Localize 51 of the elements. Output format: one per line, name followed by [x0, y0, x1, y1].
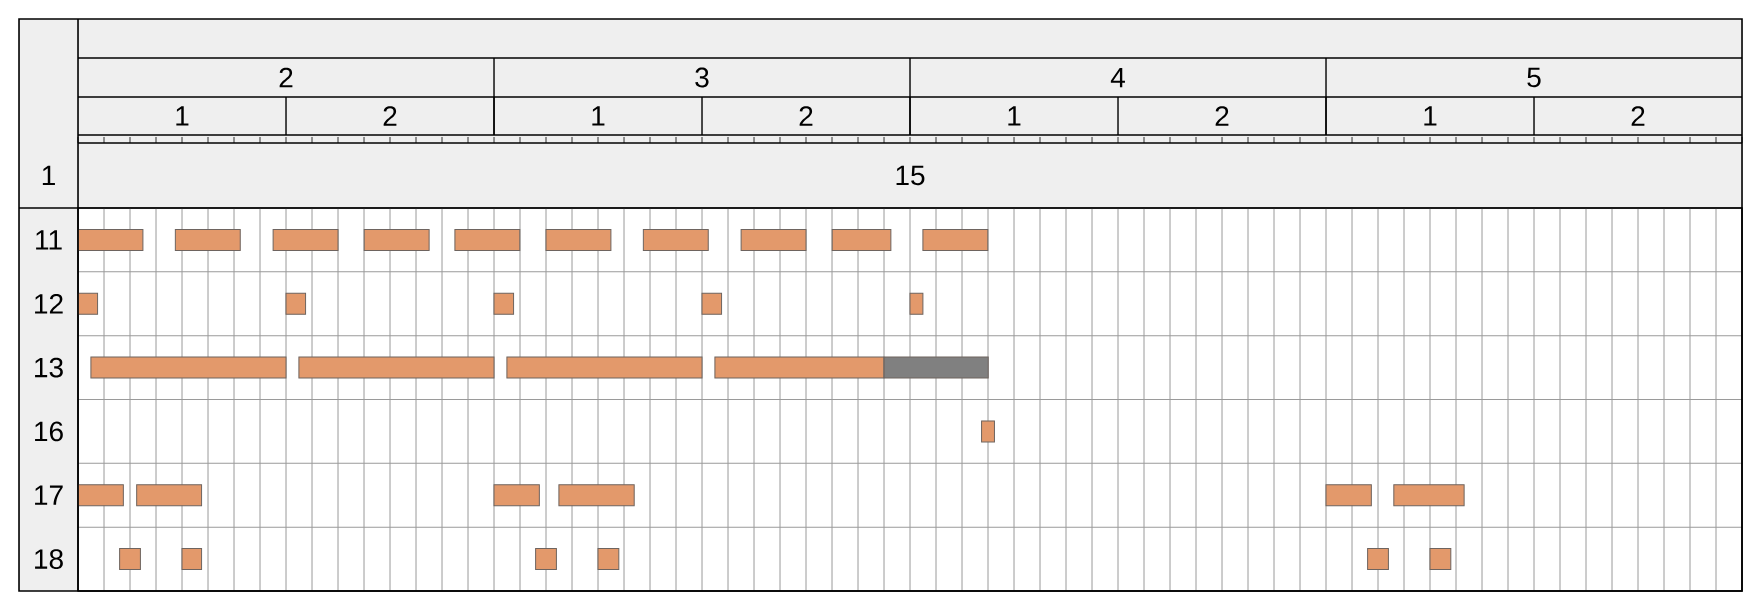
bar — [922, 228, 989, 251]
bar — [493, 292, 515, 315]
text: 1 — [1424, 106, 1437, 126]
bar — [535, 548, 557, 571]
bar — [77, 228, 144, 251]
bar — [174, 228, 241, 251]
bar — [77, 292, 99, 315]
y-tick-label: 17 — [35, 485, 63, 505]
text: 1 — [176, 106, 189, 126]
text: 2 — [1631, 106, 1645, 126]
y-tick-label: 13 — [35, 357, 63, 378]
text: 2 — [1215, 106, 1229, 126]
bar — [90, 356, 287, 379]
text: 2 — [799, 106, 813, 126]
bar — [642, 228, 709, 251]
bar — [506, 356, 703, 379]
y-tick-label: 18 — [35, 549, 63, 569]
bar — [1367, 548, 1389, 571]
bar — [181, 548, 203, 571]
y-tick-label: 12 — [35, 293, 63, 314]
y-tick-label: 16 — [35, 421, 63, 442]
bar — [298, 356, 495, 379]
bar — [119, 548, 141, 571]
text: 15 — [896, 165, 925, 186]
text: 1 — [42, 165, 55, 186]
bar — [136, 484, 203, 507]
bar — [981, 420, 995, 443]
x-tick-label: 2 — [279, 67, 293, 88]
bar — [558, 484, 635, 507]
bar — [831, 228, 892, 251]
bar — [363, 228, 430, 251]
bar — [493, 484, 540, 507]
x-tick-label: 3 — [695, 67, 709, 88]
x-tick-label: 4 — [1110, 67, 1125, 88]
bar — [1325, 484, 1372, 507]
y-tick-label: 11 — [36, 230, 62, 250]
bar — [454, 228, 521, 251]
bar — [285, 292, 307, 315]
text: 1 — [592, 106, 605, 126]
x-tick-label: 5 — [1527, 67, 1541, 88]
bar — [272, 228, 339, 251]
bar — [545, 228, 612, 251]
bar — [1393, 484, 1465, 507]
bar — [740, 228, 807, 251]
text: 2 — [383, 106, 397, 126]
bar — [77, 484, 124, 507]
text: 1 — [1008, 106, 1021, 126]
bar — [1429, 548, 1452, 571]
bar — [597, 548, 620, 571]
bar — [909, 292, 924, 315]
bar — [701, 292, 723, 315]
